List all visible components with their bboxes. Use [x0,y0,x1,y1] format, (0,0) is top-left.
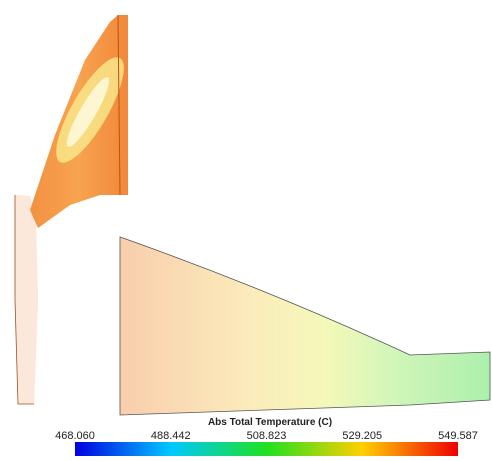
colorbar-tick-label: 468.060 [55,430,95,442]
colorbar-title: Abs Total Temperature (C) [208,417,332,428]
colorbar-tick-label: 529.205 [342,430,382,442]
colorbar: Abs Total Temperature (C) 468.060 488.442… [55,417,478,456]
colorbar-tick-label: 508.823 [247,430,287,442]
colorbar-tick-label: 549.587 [438,430,478,442]
colorbar-scale [75,442,458,456]
inlet-region [14,195,38,405]
colorbar-ticks: 468.060 488.442 508.823 529.205 549.587 [55,430,478,442]
blade-region [30,14,128,228]
colorbar-tick-label: 488.442 [151,430,191,442]
outlet-duct [119,236,491,416]
